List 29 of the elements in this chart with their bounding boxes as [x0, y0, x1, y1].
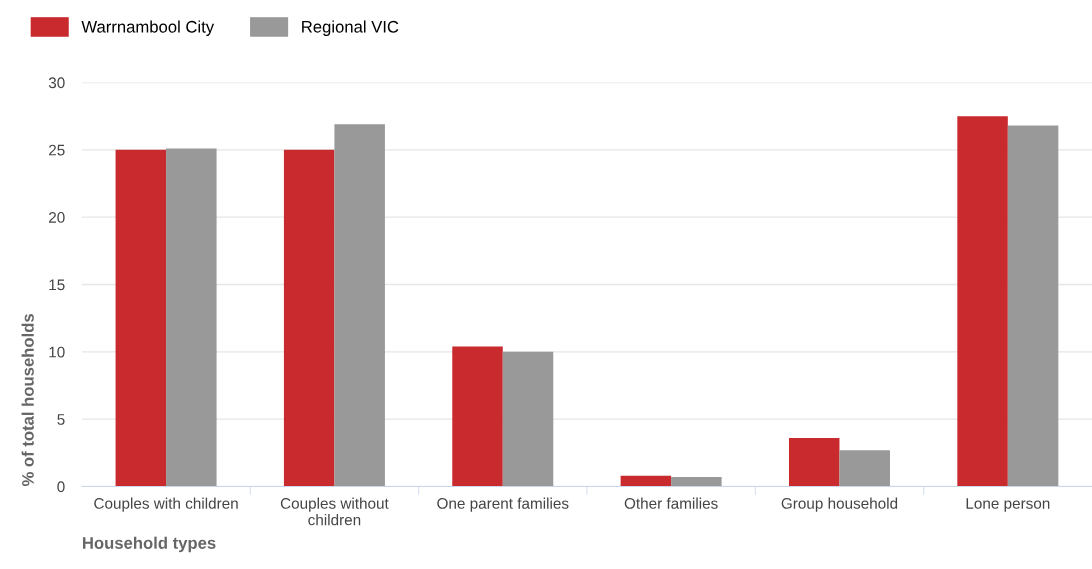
bar	[502, 351, 554, 487]
y-tick-label: 0	[57, 481, 65, 493]
legend-label: Warrnambool City	[81, 20, 215, 36]
bar	[452, 346, 503, 487]
bar	[334, 124, 385, 487]
bar	[957, 116, 1008, 487]
y-tick-label: 20	[49, 212, 65, 223]
y-tick-label: 5	[57, 414, 65, 425]
y-tick-label: 15	[49, 279, 65, 291]
y-axis-title: % of total households	[21, 314, 34, 487]
bar	[1007, 125, 1059, 487]
bar	[839, 450, 890, 487]
x-tick-label: Couples without children	[280, 497, 389, 526]
x-tick-label: Couples with children	[94, 497, 238, 512]
x-tick-label: One parent families	[437, 497, 569, 512]
x-tick-label: Group household	[781, 497, 898, 512]
bar	[788, 438, 840, 487]
bar	[283, 149, 335, 487]
y-tick-label: 25	[49, 144, 65, 156]
bar	[166, 148, 217, 487]
y-tick-label: 10	[49, 346, 65, 358]
y-tick-label: 30	[48, 77, 65, 89]
x-axis-title: Household types	[83, 536, 216, 553]
bar	[620, 475, 672, 487]
bar	[115, 149, 167, 487]
x-tick-label: Other families	[624, 497, 718, 509]
bar	[671, 477, 722, 487]
legend-label: Regional VIC	[302, 20, 399, 36]
x-tick-label: Lone person	[966, 498, 1050, 512]
